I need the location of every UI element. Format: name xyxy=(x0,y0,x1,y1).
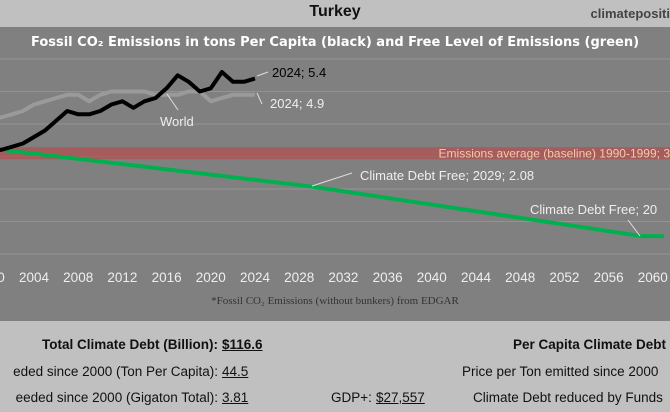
x-tick-label: 2044 xyxy=(461,270,492,285)
total-debt-label: Total Climate Debt (Billion): xyxy=(42,337,218,352)
x-tick-label: 2008 xyxy=(63,270,93,285)
total-debt-value: $116.6 xyxy=(222,337,263,352)
funds-label: Climate Debt reduced by Funds xyxy=(473,390,663,405)
x-tick-label: 2016 xyxy=(152,270,182,285)
x-tick-label: 2000 xyxy=(0,270,5,285)
summary-panel: Total Climate Debt (Billion): $116.6 ede… xyxy=(0,321,670,412)
leader-line xyxy=(256,92,263,105)
x-tick-label: 2052 xyxy=(549,270,579,285)
x-tick-label: 2060 xyxy=(638,270,668,285)
ton-per-capita-label: eded since 2000 (Ton Per Capita): xyxy=(13,364,218,379)
x-tick-label: 2024 xyxy=(240,270,271,285)
x-tick-label: 2012 xyxy=(107,270,137,285)
world-label: World xyxy=(160,114,194,129)
per-capita-debt-label: Per Capita Climate Debt xyxy=(513,337,667,352)
series-line-turkey xyxy=(0,70,256,152)
emissions-chart xyxy=(0,27,670,321)
gigaton-value: 3.81 xyxy=(222,390,249,405)
x-tick-label: 2036 xyxy=(373,270,403,285)
free-end-label: Climate Debt Free; 20 xyxy=(530,202,657,217)
leader-line xyxy=(166,93,179,111)
world-end-label: 2024; 4.9 xyxy=(270,96,324,111)
series-line-world xyxy=(0,89,255,120)
footnote: *Fossil CO₂ Emissions (without bunkers) … xyxy=(211,295,459,307)
x-tick-label: 2040 xyxy=(417,270,447,285)
free-2029-label: Climate Debt Free; 2029; 2.08 xyxy=(360,168,534,183)
x-tick-label: 2032 xyxy=(328,270,358,285)
ton-per-capita-value: 44.5 xyxy=(222,364,249,379)
country-end-label: 2024; 5.4 xyxy=(272,65,326,80)
country-title: Turkey xyxy=(309,3,361,20)
baseline-band xyxy=(0,147,670,160)
gigaton-label: eeded since 2000 (Gigaton Total): xyxy=(15,390,218,405)
baseline-label: Emissions average (baseline) 1990-1999; … xyxy=(439,146,670,160)
x-tick-label: 2020 xyxy=(196,270,226,285)
leader-line xyxy=(256,71,269,77)
gdp-value: $27,557 xyxy=(376,390,425,405)
header: Turkey climatepositi xyxy=(0,0,670,27)
chart-svg: Fossil CO₂ Emissions in tons Per Capita … xyxy=(0,35,670,307)
brand-text: climatepositi xyxy=(590,6,670,21)
x-tick-label: 2056 xyxy=(594,270,624,285)
gdp-label: GDP+: xyxy=(331,390,372,405)
x-tick-label: 2004 xyxy=(19,270,50,285)
series-line-climate-debt-free xyxy=(0,147,664,239)
leader-line xyxy=(627,219,641,237)
x-tick-label: 2048 xyxy=(505,270,535,285)
price-per-ton-label: Price per Ton emitted since 2000 xyxy=(462,364,659,379)
chart-title: Fossil CO₂ Emissions in tons Per Capita … xyxy=(31,35,639,50)
leader-line xyxy=(311,172,353,187)
x-tick-label: 2028 xyxy=(284,270,314,285)
